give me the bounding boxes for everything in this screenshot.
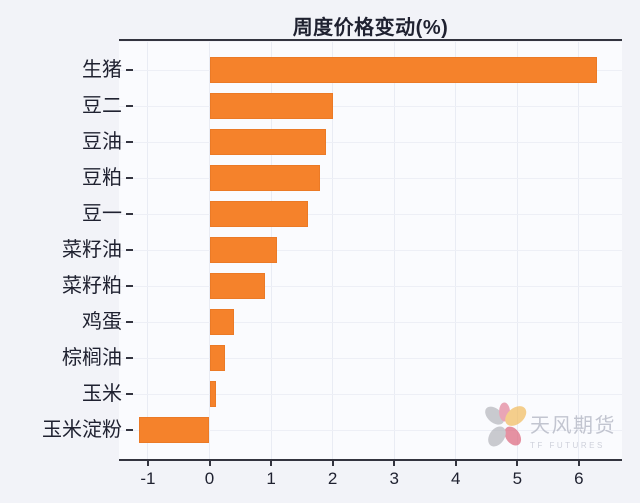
tf-flower-icon — [485, 402, 527, 447]
horizontal-gridline — [119, 430, 622, 431]
chart-title: 周度价格变动(%) — [292, 17, 449, 39]
bar-生猪 — [209, 57, 598, 83]
category-label: 玉米 — [82, 383, 122, 405]
vertical-gridline — [393, 42, 395, 460]
category-label: 生猪 — [82, 59, 122, 81]
category-tick — [126, 69, 133, 71]
category-label: 鸡蛋 — [82, 311, 122, 333]
category-tick — [126, 285, 133, 287]
bar-鸡蛋 — [209, 309, 235, 335]
horizontal-gridline — [119, 358, 622, 359]
vertical-gridline — [516, 42, 518, 460]
x-tick — [146, 460, 149, 466]
x-tick-label: 2 — [327, 469, 338, 488]
category-label: 豆一 — [82, 203, 122, 225]
watermark-subtitle: TF FUTURES — [530, 441, 605, 450]
watermark-name: 天风期货 — [530, 415, 616, 437]
x-tick-label: 5 — [512, 469, 523, 488]
x-tick — [270, 460, 273, 466]
watermark: 天风期货 TF FUTURES — [474, 396, 638, 460]
bar-玉米 — [209, 381, 216, 407]
bar-豆油 — [209, 129, 327, 155]
x-tick — [393, 460, 396, 466]
category-tick — [126, 177, 133, 179]
bar-豆粕 — [209, 165, 321, 191]
category-tick — [126, 357, 133, 359]
x-tick-label: -1 — [140, 469, 156, 488]
horizontal-gridline — [119, 286, 622, 287]
bar-菜籽油 — [209, 237, 278, 263]
watermark-text: 天风期货 TF FUTURES — [530, 409, 616, 450]
category-tick — [126, 213, 133, 215]
horizontal-gridline — [119, 214, 622, 215]
vertical-gridline — [147, 42, 149, 460]
category-tick — [126, 429, 133, 431]
bar-玉米淀粉 — [138, 417, 210, 443]
vertical-gridline — [455, 42, 457, 460]
x-tick — [516, 460, 519, 466]
x-tick-label: 6 — [574, 469, 584, 488]
x-tick-label: 0 — [204, 469, 215, 488]
x-tick-label: 4 — [451, 469, 461, 488]
category-label: 菜籽油 — [62, 239, 122, 261]
x-tick — [454, 460, 457, 466]
horizontal-gridline — [119, 250, 622, 251]
horizontal-gridline — [119, 178, 622, 179]
category-tick — [126, 249, 133, 251]
bar-棕榈油 — [209, 345, 225, 371]
x-tick — [331, 460, 334, 466]
category-tick — [126, 105, 133, 107]
title-underline — [119, 39, 622, 41]
category-tick — [126, 141, 133, 143]
bar-菜籽粕 — [209, 273, 265, 299]
horizontal-gridline — [119, 142, 622, 143]
bar-豆一 — [209, 201, 308, 227]
category-tick — [126, 321, 133, 323]
x-tick — [577, 460, 580, 466]
horizontal-gridline — [119, 106, 622, 107]
horizontal-gridline — [119, 394, 622, 395]
category-label: 菜籽粕 — [62, 275, 122, 297]
vertical-gridline — [578, 42, 580, 460]
x-tick-label: 1 — [266, 469, 276, 488]
horizontal-gridline — [119, 322, 622, 323]
x-tick-label: 3 — [389, 469, 399, 488]
category-label: 棕榈油 — [62, 347, 122, 369]
category-label: 豆粕 — [82, 167, 122, 189]
category-label: 豆二 — [82, 95, 122, 117]
category-label: 豆油 — [82, 131, 122, 153]
x-axis-line — [119, 459, 622, 461]
x-tick — [208, 460, 211, 466]
vertical-gridline — [332, 42, 334, 460]
category-tick — [126, 393, 133, 395]
bar-豆二 — [209, 93, 333, 119]
category-label: 玉米淀粉 — [42, 419, 122, 441]
plot-area — [119, 42, 622, 460]
